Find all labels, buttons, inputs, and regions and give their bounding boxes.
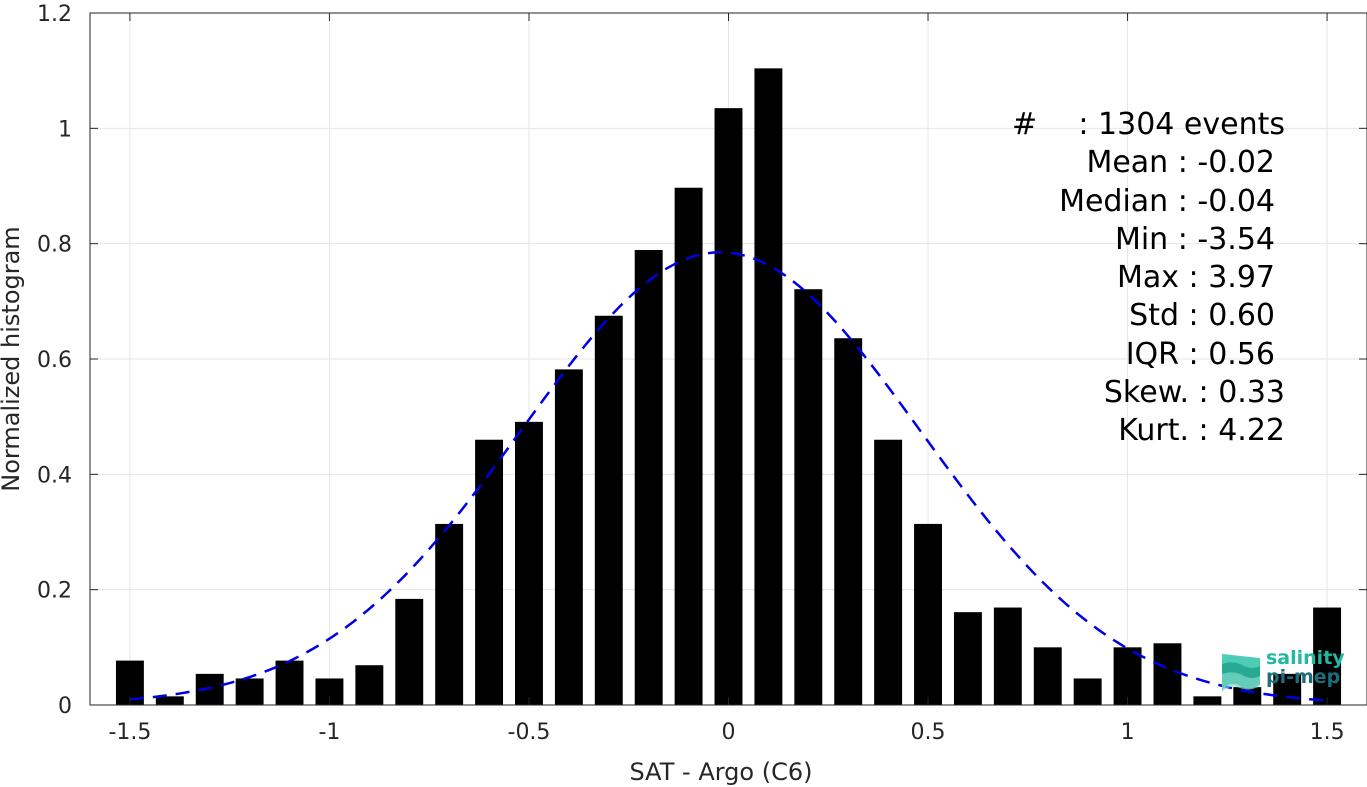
y-tick-label: 0.8 <box>37 233 72 258</box>
histogram-bar <box>714 108 743 705</box>
salinity-pimep-logo: salinity pi-mep <box>1220 648 1350 694</box>
histogram-bar <box>594 315 623 705</box>
histogram-bar <box>1193 696 1222 705</box>
x-tick-label: -0.5 <box>508 720 551 745</box>
histogram-bar <box>554 369 583 705</box>
y-tick-label: 0.2 <box>37 579 72 604</box>
histogram-bar <box>275 660 304 705</box>
y-tick-label: 1 <box>58 117 72 142</box>
y-tick-label: 0.4 <box>37 463 72 488</box>
logo-line2: pi-mep <box>1266 666 1341 688</box>
stat-max: Max : 3.97 <box>1117 260 1275 296</box>
histogram-bar <box>155 696 184 705</box>
count-symbol: # <box>1012 107 1038 142</box>
histogram-bar <box>355 665 384 705</box>
stat-kurt: Kurt. : 4.22 <box>1118 413 1285 449</box>
x-tick-label: 0.5 <box>911 720 946 745</box>
histogram-bar <box>1153 643 1182 705</box>
y-axis-ticks: 0 0.2 0.4 0.6 0.8 1 1.2 <box>37 2 1367 719</box>
histogram-bar <box>1273 673 1302 705</box>
stat-skew: Skew. : 0.33 <box>1103 375 1285 411</box>
stat-std: Std : 0.60 <box>1129 298 1275 334</box>
x-tick-label: 1.5 <box>1310 720 1345 745</box>
x-tick-label: -1.5 <box>108 720 151 745</box>
histogram-bar <box>794 289 823 705</box>
logo-line1: salinity <box>1266 647 1345 669</box>
y-tick-label: 1.2 <box>37 2 72 27</box>
histogram-bar <box>993 607 1022 705</box>
stat-min: Min : -3.54 <box>1114 221 1275 257</box>
histogram-bars <box>115 68 1342 706</box>
histogram-bar <box>634 250 663 705</box>
histogram-bar <box>395 598 424 705</box>
x-axis-ticks: -1.5 -1 -0.5 0 0.5 1 1.5 <box>108 13 1345 745</box>
histogram-bar <box>754 68 783 706</box>
y-tick-label: 0 <box>58 694 72 719</box>
x-tick-label: -1 <box>318 720 340 745</box>
histogram-bar <box>834 338 863 705</box>
histogram-bar <box>674 187 703 706</box>
stat-median: Median : -0.04 <box>1059 183 1275 219</box>
stat-iqr: IQR : 0.56 <box>1125 336 1275 372</box>
stats-count-line: # : 1304 events <box>1000 106 1285 144</box>
y-tick-label: 0.6 <box>37 348 72 373</box>
stats-box: # : 1304 events Mean : -0.02 Median : -0… <box>1000 106 1285 451</box>
histogram-bar <box>1033 647 1062 705</box>
histogram-bar <box>515 421 543 705</box>
histogram-bar <box>235 678 264 705</box>
histogram-bar <box>1113 647 1142 705</box>
count-text: : 1304 events <box>1078 107 1285 142</box>
histogram-bar <box>953 612 982 705</box>
y-axis-label: Normalized histogram <box>0 226 25 491</box>
x-tick-label: 1 <box>1121 720 1135 745</box>
histogram-bar <box>1313 607 1342 705</box>
histogram-bar <box>874 439 903 705</box>
histogram-bar <box>475 439 504 705</box>
histogram-bar <box>1073 678 1102 705</box>
logo-wave-icon <box>1222 654 1260 692</box>
normal-fit-curve <box>129 251 1328 702</box>
x-axis-label: SAT - Argo (C6) <box>630 758 813 786</box>
histogram-bar <box>435 523 464 705</box>
stat-mean: Mean : -0.02 <box>1086 145 1275 181</box>
histogram-bar <box>914 523 942 705</box>
x-tick-label: 0 <box>722 720 736 745</box>
